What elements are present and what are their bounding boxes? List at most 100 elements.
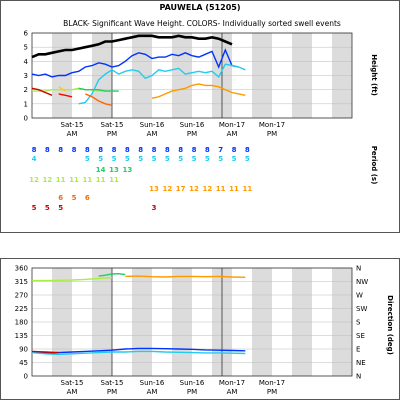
series-line: [85, 93, 113, 106]
series-line: [78, 87, 119, 92]
period-value: 5: [232, 155, 237, 163]
series-line: [31, 350, 59, 354]
series-line: [58, 86, 66, 92]
compass-tick-label: W: [356, 292, 363, 300]
series-line: [98, 272, 126, 277]
series-line: [78, 63, 246, 105]
x-tick-label: AM: [147, 388, 158, 396]
period-value: 5: [178, 155, 183, 163]
series-line: [31, 48, 239, 78]
period-value: 8: [152, 146, 157, 154]
compass-tick-label: NE: [356, 359, 366, 367]
x-tick-label: Sat-15: [101, 379, 124, 387]
x-tick-label: Sat-15: [101, 121, 124, 129]
period-value: 5: [205, 155, 210, 163]
direction-plot: 0 N 45 NE 90 E 135 SE 180 S 225 SW 270 W 315 NW 360 N Sat-…: [15, 265, 369, 397]
compass-tick-label: E: [356, 346, 360, 354]
period-value: 8: [45, 146, 50, 154]
period-axis-label: Period (s): [370, 146, 378, 185]
period-value: 8: [98, 146, 103, 154]
x-tick-label: Sun-16: [180, 121, 205, 129]
y-tick-label: 180: [15, 319, 28, 327]
period-value: 11: [109, 176, 119, 184]
period-value: 8: [32, 146, 37, 154]
x-tick-label: PM: [107, 130, 117, 138]
y-tick-label: 1: [24, 100, 28, 108]
period-value: 6: [58, 194, 63, 202]
compass-tick-label: N: [356, 373, 361, 381]
y-tick-label: 360: [15, 265, 28, 273]
period-value: 13: [109, 166, 119, 174]
period-value: 3: [152, 204, 157, 212]
period-value: 8: [165, 146, 170, 154]
x-tick-label: AM: [227, 388, 238, 396]
y-tick-label: 45: [19, 359, 28, 367]
y-tick-label: 90: [19, 346, 28, 354]
chart-title: PAUWELA (51205): [159, 3, 240, 12]
compass-tick-label: NW: [356, 278, 368, 286]
series-line: [31, 350, 246, 356]
period-value: 13: [149, 185, 159, 193]
period-value: 12: [202, 185, 212, 193]
period-value: 8: [85, 146, 90, 154]
period-value: 7: [218, 146, 223, 154]
period-value: 8: [72, 146, 77, 154]
x-tick-label: Mon-17: [219, 121, 245, 129]
period-value: 8: [138, 146, 143, 154]
period-value: 8: [245, 146, 250, 154]
period-value: 5: [138, 155, 143, 163]
series-line: [31, 347, 246, 354]
x-tick-label: PM: [107, 388, 117, 396]
series-line: [151, 83, 246, 99]
x-tick-label: PM: [187, 130, 197, 138]
y-tick-label: 2: [24, 86, 28, 94]
x-tick-label: Sun-16: [140, 379, 165, 387]
x-tick-label: Sun-16: [180, 379, 205, 387]
period-value: 5: [125, 155, 130, 163]
y-tick-label: 270: [15, 292, 28, 300]
period-value: 5: [112, 155, 117, 163]
period-value: 8: [112, 146, 117, 154]
period-value: 12: [42, 176, 52, 184]
y-tick-label: 315: [15, 278, 28, 286]
period-value: 5: [192, 155, 197, 163]
x-tick-label: AM: [147, 130, 158, 138]
series-line: [32, 87, 112, 92]
period-value: 8: [205, 146, 210, 154]
series-line: [58, 93, 73, 98]
height-axis-label: Height (ft): [370, 54, 378, 96]
period-value: 11: [229, 185, 239, 193]
chart-subtitle: BLACK- Significant Wave Height. COLORS- …: [63, 19, 341, 28]
x-tick-label: PM: [187, 388, 197, 396]
period-value: 5: [58, 204, 63, 212]
period-value: 11: [242, 185, 252, 193]
period-value: 8: [232, 146, 237, 154]
period-value: 8: [192, 146, 197, 154]
x-tick-label: AM: [227, 130, 238, 138]
direction-axis-label: Direction (deg): [386, 295, 394, 355]
period-value: 11: [82, 176, 92, 184]
y-tick-label: 3: [24, 72, 28, 80]
period-value: 11: [216, 185, 226, 193]
period-value: 14: [96, 166, 106, 174]
y-tick-label: 0: [24, 115, 28, 123]
height-plot: 0123456Sat-15AMSat-15PMSun-16AMSun-16PMM…: [24, 30, 353, 138]
period-value: 8: [58, 146, 63, 154]
x-tick-label: AM: [67, 130, 78, 138]
compass-tick-label: SE: [356, 332, 365, 340]
x-tick-label: Sat-15: [61, 379, 84, 387]
x-tick-label: PM: [267, 388, 277, 396]
x-tick-label: Mon-17: [259, 379, 285, 387]
period-value: 12: [162, 185, 172, 193]
y-tick-label: 5: [24, 44, 28, 52]
period-value: 6: [85, 194, 90, 202]
x-tick-label: PM: [267, 130, 277, 138]
x-tick-label: Sun-16: [140, 121, 165, 129]
period-value: 5: [32, 204, 37, 212]
period-value: 11: [56, 176, 66, 184]
plot-frame: [31, 267, 353, 377]
period-value: 17: [176, 185, 186, 193]
period-value: 13: [122, 166, 132, 174]
period-value: 5: [72, 194, 77, 202]
